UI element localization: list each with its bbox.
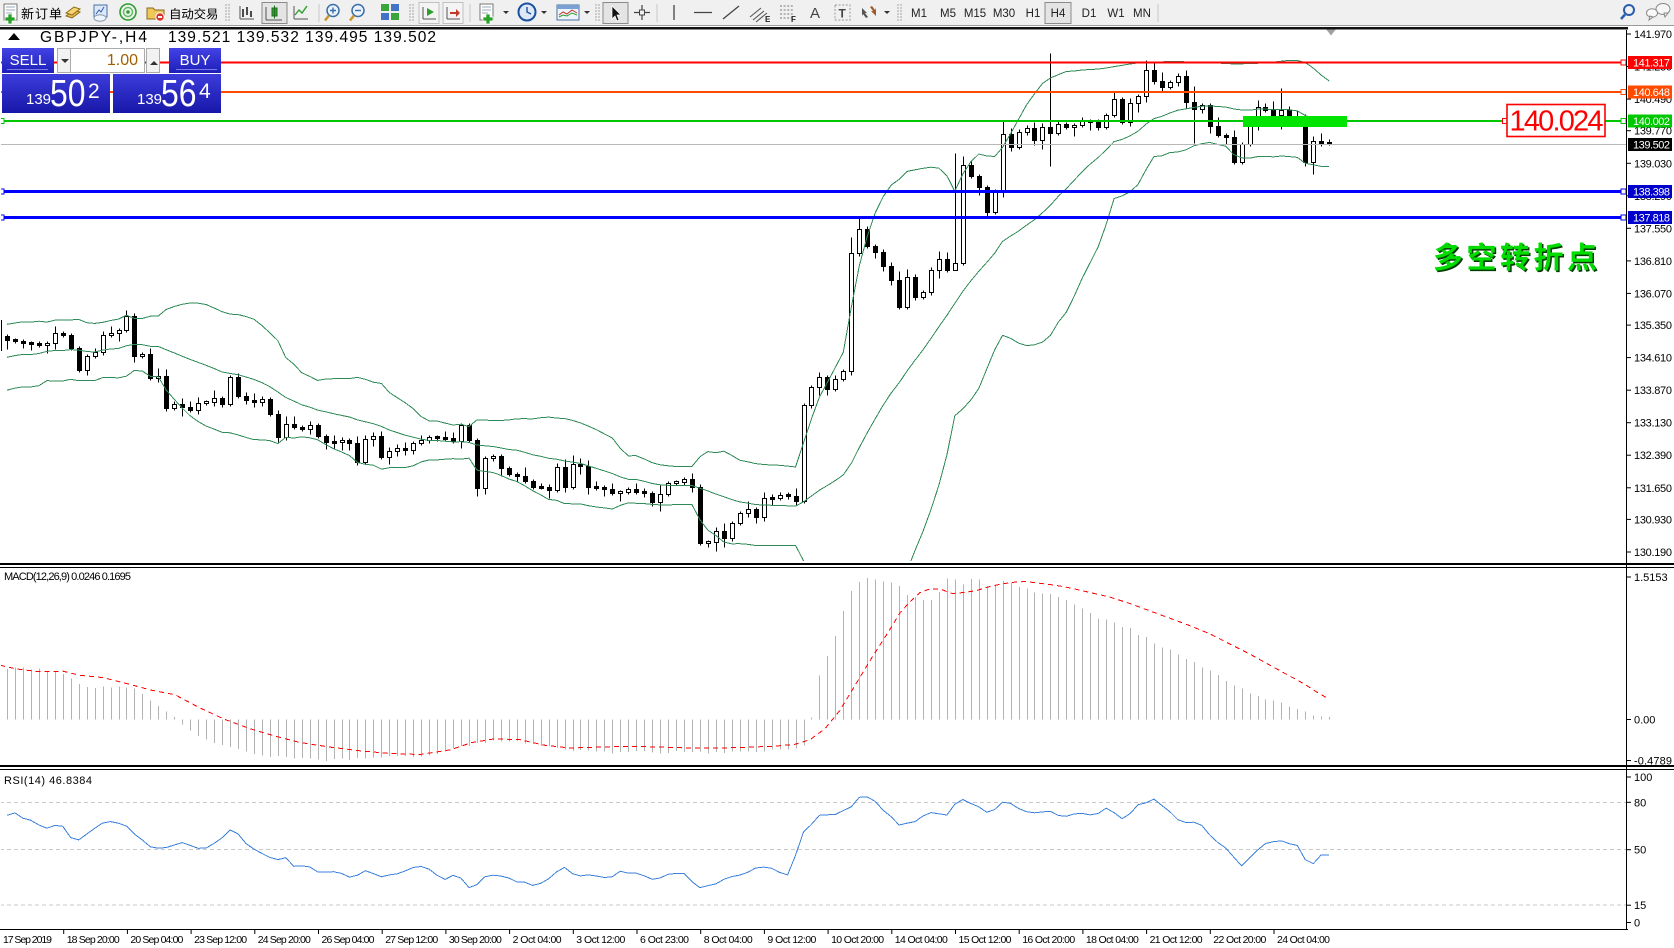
svg-text:24 Oct 04:00: 24 Oct 04:00 [1277,934,1330,946]
svg-text:3 Oct 12:00: 3 Oct 12:00 [576,934,625,946]
svg-text:M30: M30 [993,8,1015,20]
svg-text:20 Sep 04:00: 20 Sep 04:00 [130,934,183,946]
svg-text:139.521 139.532 139.495 139.50: 139.521 139.532 139.495 139.502 [168,29,436,46]
svg-text:-0.4789: -0.4789 [1634,756,1672,768]
svg-text:6 Oct 23:00: 6 Oct 23:00 [640,934,689,946]
svg-text:E: E [765,15,771,24]
svg-text:D1: D1 [1082,8,1097,20]
svg-text:30 Sep 20:00: 30 Sep 20:00 [449,934,502,946]
svg-text:132.390: 132.390 [1634,450,1672,462]
svg-text:130.190: 130.190 [1634,547,1672,559]
svg-text:14 Oct 04:00: 14 Oct 04:00 [895,934,948,946]
svg-text:M5: M5 [940,8,956,20]
svg-text:133.130: 133.130 [1634,418,1672,430]
svg-text:GBPJPY-,H4: GBPJPY-,H4 [40,29,147,46]
svg-text:140.648: 140.648 [1633,87,1670,99]
svg-text:21 Oct 12:00: 21 Oct 12:00 [1150,934,1203,946]
svg-text:137.818: 137.818 [1633,213,1670,225]
svg-text:133.870: 133.870 [1634,385,1672,397]
svg-text:MACD(12,26,9) 0.0246 0.1695: MACD(12,26,9) 0.0246 0.1695 [4,571,131,583]
svg-text:1.5153: 1.5153 [1634,572,1668,584]
svg-text:27 Sep 12:00: 27 Sep 12:00 [385,934,438,946]
svg-text:0: 0 [1634,918,1640,930]
svg-text:140.024: 140.024 [1510,106,1604,138]
svg-text:2 Oct 04:00: 2 Oct 04:00 [513,934,562,946]
svg-text:141.317: 141.317 [1633,58,1670,70]
svg-text:H1: H1 [1026,8,1041,20]
svg-text:138.398: 138.398 [1633,187,1670,199]
svg-text:MN: MN [1133,8,1151,20]
svg-text:23 Sep 12:00: 23 Sep 12:00 [194,934,247,946]
svg-text:140.002: 140.002 [1633,116,1670,128]
svg-text:24 Sep 20:00: 24 Sep 20:00 [258,934,311,946]
svg-text:9 Oct 12:00: 9 Oct 12:00 [767,934,816,946]
svg-text:16 Oct 20:00: 16 Oct 20:00 [1022,934,1075,946]
svg-text:15: 15 [1634,900,1646,912]
svg-text:M1: M1 [911,8,927,20]
svg-text:131.650: 131.650 [1634,483,1672,495]
svg-text:0.00: 0.00 [1634,715,1655,727]
svg-text:17 Sep 2019: 17 Sep 2019 [3,934,52,946]
svg-text:136.810: 136.810 [1634,256,1672,268]
svg-text:18 Oct 04:00: 18 Oct 04:00 [1086,934,1139,946]
svg-text:136.070: 136.070 [1634,288,1672,300]
svg-text:W1: W1 [1107,8,1124,20]
svg-text:M15: M15 [964,8,986,20]
svg-text:A: A [810,5,820,22]
svg-text:50: 50 [1634,845,1646,857]
svg-text:130.930: 130.930 [1634,514,1672,526]
svg-text:134.610: 134.610 [1634,353,1672,365]
svg-text:135.350: 135.350 [1634,320,1672,332]
svg-text:139.770: 139.770 [1634,126,1672,138]
svg-text:15 Oct 12:00: 15 Oct 12:00 [959,934,1012,946]
svg-text:T: T [839,7,847,21]
svg-text:H4: H4 [1051,8,1066,20]
svg-text:RSI(14) 46.8384: RSI(14) 46.8384 [4,775,92,787]
svg-text:139.030: 139.030 [1634,158,1672,170]
svg-text:100: 100 [1634,772,1652,784]
svg-text:141.970: 141.970 [1634,29,1672,41]
svg-text:139.502: 139.502 [1633,140,1670,152]
svg-text:137.550: 137.550 [1634,223,1672,235]
svg-text:8 Oct 04:00: 8 Oct 04:00 [704,934,753,946]
svg-text:18 Sep 20:00: 18 Sep 20:00 [67,934,120,946]
svg-text:22 Oct 20:00: 22 Oct 20:00 [1213,934,1266,946]
svg-text:10 Oct 20:00: 10 Oct 20:00 [831,934,884,946]
svg-text:F: F [791,15,796,24]
svg-text:26 Sep 04:00: 26 Sep 04:00 [322,934,375,946]
svg-text:80: 80 [1634,797,1646,809]
